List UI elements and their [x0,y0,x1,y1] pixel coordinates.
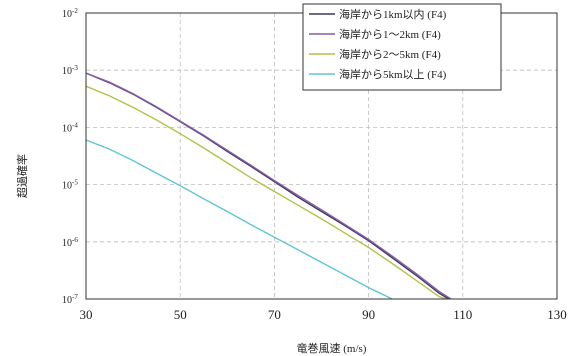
y-tick-exponent: -2 [72,7,78,15]
y-tick-label: 10-3 [62,64,78,77]
x-tick-label: 70 [268,307,281,322]
series-layer [86,72,452,299]
y-tick-base: 10 [62,238,72,249]
y-tick-label: 10-7 [62,293,78,306]
legend-label: 海岸から5km以上 (F4) [339,67,447,81]
y-tick-exponent: -3 [72,64,78,72]
y-tick-label: 10-2 [62,7,78,20]
y-tick-base: 10 [62,295,72,306]
y-tick-label: 10-5 [62,179,78,192]
x-tick-label: 30 [80,307,93,322]
y-tick-exponent: -4 [72,121,78,129]
series-line [86,85,447,299]
legend-box [302,3,502,91]
y-tick-exponent: -5 [72,179,78,187]
legend-label: 海岸から2～5km (F4) [339,47,441,61]
y-tick-exponent: -7 [72,293,78,301]
y-tick-exponent: -6 [72,236,78,244]
legend: 海岸から1km以内 (F4) 海岸から1～2km (F4) 海岸から2～5km (F… [302,3,502,91]
y-tick-base: 10 [62,181,72,192]
y-axis-ticks: 10-210-310-410-510-610-7 [62,7,78,306]
legend-label: 海岸から1km以内 (F4) [339,7,447,21]
x-axis-label: 竜巻風速 (m/s) [297,341,367,355]
x-tick-label: 110 [453,307,472,322]
legend-label: 海岸から1～2km (F4) [339,27,441,41]
x-axis-ticks: 30 50 70 90 110 130 [80,307,567,322]
y-tick-base: 10 [62,123,72,134]
x-tick-label: 50 [174,307,187,322]
y-tick-label: 10-6 [62,236,78,249]
y-tick-base: 10 [62,9,72,20]
y-tick-label: 10-4 [62,121,78,134]
y-tick-base: 10 [62,66,72,77]
x-tick-label: 90 [362,307,375,322]
y-axis-label: 超過確率 [15,154,29,198]
series-line [86,72,452,299]
x-tick-label: 130 [547,307,567,322]
series-line [86,139,395,299]
